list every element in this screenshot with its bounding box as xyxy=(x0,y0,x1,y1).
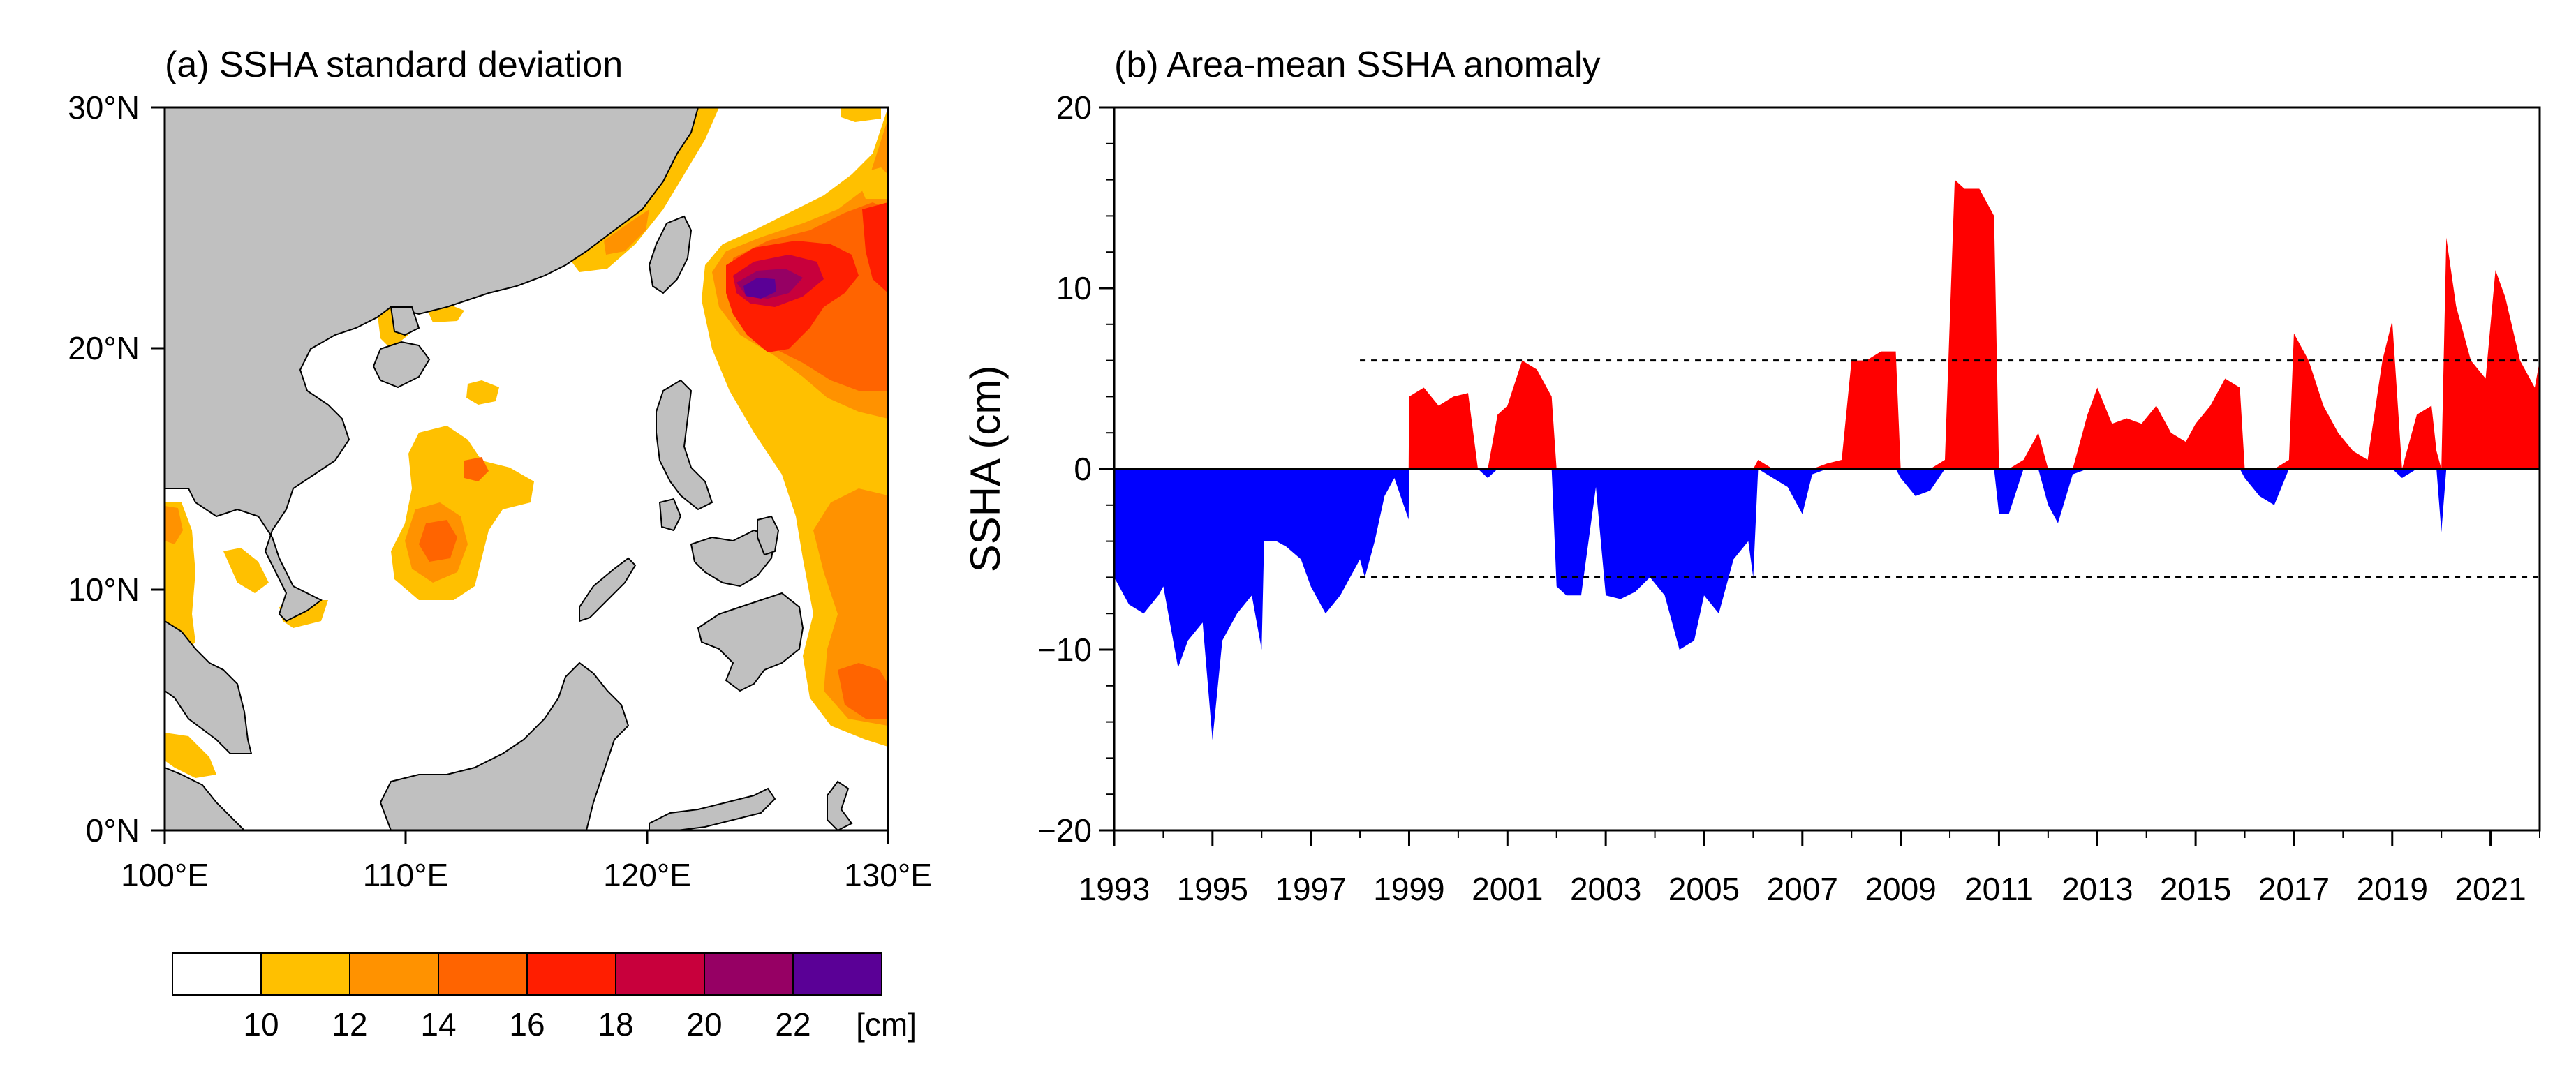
contour-coast-l xyxy=(855,167,888,199)
land-taiwan xyxy=(648,215,693,294)
land-samar-leyte xyxy=(757,515,780,556)
map-frame xyxy=(163,106,889,832)
map-panel: (a) SSHA standard deviation xyxy=(68,45,932,1043)
colorbar-label-16: 16 xyxy=(509,1006,545,1043)
ts-xtick-label-2003: 2003 xyxy=(1570,871,1641,907)
ts-xtick-label-2019: 2019 xyxy=(2357,871,2428,907)
map-ticks xyxy=(151,106,889,844)
land-mindanao xyxy=(697,592,804,692)
ts-xtick-label-2005: 2005 xyxy=(1668,871,1740,907)
colorbar-swatch-1 xyxy=(260,952,350,996)
timeseries-panel: (b) Area-mean SSHA anomaly 20 10 0 −10 −20 19… xyxy=(962,45,2541,907)
colorbar-label-20: 20 xyxy=(686,1006,722,1043)
colorbar-unit: [cm] xyxy=(856,1006,917,1043)
ts-ytick-label-0: 20 xyxy=(1056,89,1092,126)
ts-xtick-label-2001: 2001 xyxy=(1472,871,1543,907)
ts-xtick-label-2015: 2015 xyxy=(2160,871,2231,907)
land-hainan xyxy=(372,341,431,389)
contour-coast-a xyxy=(466,380,499,405)
map-xtick-100E: 100°E xyxy=(121,857,209,893)
ssha-std-field xyxy=(165,107,888,778)
ts-xtick-label-2021: 2021 xyxy=(2455,871,2526,907)
land-palawan xyxy=(579,557,637,622)
colorbar-swatch-3 xyxy=(438,952,528,996)
contour-coast-f xyxy=(165,733,216,778)
colorbar-swatch-4 xyxy=(526,952,616,996)
ts-xtick-label-2007: 2007 xyxy=(1767,871,1838,907)
ts-xtick-label-2011: 2011 xyxy=(1964,871,2034,907)
timeseries-title: (b) Area-mean SSHA anomaly xyxy=(1114,45,1601,85)
map-title: (a) SSHA standard deviation xyxy=(165,45,623,85)
land-malay-peninsula xyxy=(165,620,253,754)
land-borneo xyxy=(379,662,630,830)
colorbar-swatch-0 xyxy=(172,952,262,996)
timeseries-plot-area xyxy=(1114,179,2540,740)
land-leizhou xyxy=(390,306,420,336)
ts-ytick-label-3: −10 xyxy=(1037,632,1092,668)
contour-scs-14cm xyxy=(419,520,457,562)
map-plot-area xyxy=(165,107,888,830)
colorbar-label-10: 10 xyxy=(243,1006,279,1043)
map-xtick-130E: 130°E xyxy=(844,857,932,893)
map-ytick-0N: 0°N xyxy=(86,812,140,849)
colorbar-swatch-2 xyxy=(349,952,439,996)
ts-xtick-label-2009: 2009 xyxy=(1865,871,1936,907)
land-mindoro xyxy=(658,498,682,532)
ts-xtick-label-2013: 2013 xyxy=(2061,871,2133,907)
contour-east-16cm-b xyxy=(862,202,888,293)
colorbar-label-14: 14 xyxy=(420,1006,456,1043)
map-ytick-20N: 20°N xyxy=(68,330,140,366)
ts-xtick-label-1999: 1999 xyxy=(1373,871,1444,907)
negative-anomaly-area xyxy=(1114,469,2540,740)
ts-xtick-label-2017: 2017 xyxy=(2258,871,2330,907)
colorbar-label-18: 18 xyxy=(598,1006,633,1043)
colorbar-swatch-5 xyxy=(615,952,705,996)
map-ytick-10N: 10°N xyxy=(68,571,140,608)
ts-ytick-label-1: 10 xyxy=(1056,270,1092,306)
contour-coast-k xyxy=(841,107,881,122)
colorbar: 10 12 14 16 18 20 22 [cm] xyxy=(172,952,917,1043)
ts-ytick-label-2: 0 xyxy=(1074,451,1092,487)
timeseries-ylabel: SSHA (cm) xyxy=(962,366,1009,573)
contour-coast-c xyxy=(165,506,183,544)
contour-scs-14cm-b xyxy=(464,457,489,481)
map-ytick-30N: 30°N xyxy=(68,89,140,126)
map-xtick-110E: 110°E xyxy=(363,857,448,893)
ts-ytick-label-4: −20 xyxy=(1037,812,1092,849)
ts-xtick-label-1995: 1995 xyxy=(1177,871,1248,907)
map-xtick-120E: 120°E xyxy=(603,857,691,893)
colorbar-swatch-6 xyxy=(704,952,794,996)
ts-xtick-label-1993: 1993 xyxy=(1079,871,1150,907)
timeseries-overlay xyxy=(1114,359,2540,578)
colorbar-label-22: 22 xyxy=(775,1006,810,1043)
timeseries-ticks: 20 10 0 −10 −20 1993 1995 1997 1999 2001 2003 2005 2… xyxy=(1037,89,2540,907)
land-visayas xyxy=(690,529,776,588)
land-halmahera xyxy=(827,780,853,830)
positive-anomaly-area xyxy=(1114,179,2540,469)
land-asia-mainland xyxy=(165,107,699,622)
land xyxy=(165,107,853,830)
contour-east-14cm-south xyxy=(838,663,888,719)
land-sulawesi-north xyxy=(649,787,776,830)
land-sumatra xyxy=(165,766,246,830)
colorbar-swatch-7 xyxy=(792,952,882,996)
colorbar-label-12: 12 xyxy=(332,1006,367,1043)
contour-coast-h xyxy=(604,209,649,255)
land-luzon xyxy=(656,379,713,511)
ts-xtick-label-1997: 1997 xyxy=(1275,871,1346,907)
contour-coast-d xyxy=(223,548,269,593)
contour-east-22cm xyxy=(743,278,776,299)
